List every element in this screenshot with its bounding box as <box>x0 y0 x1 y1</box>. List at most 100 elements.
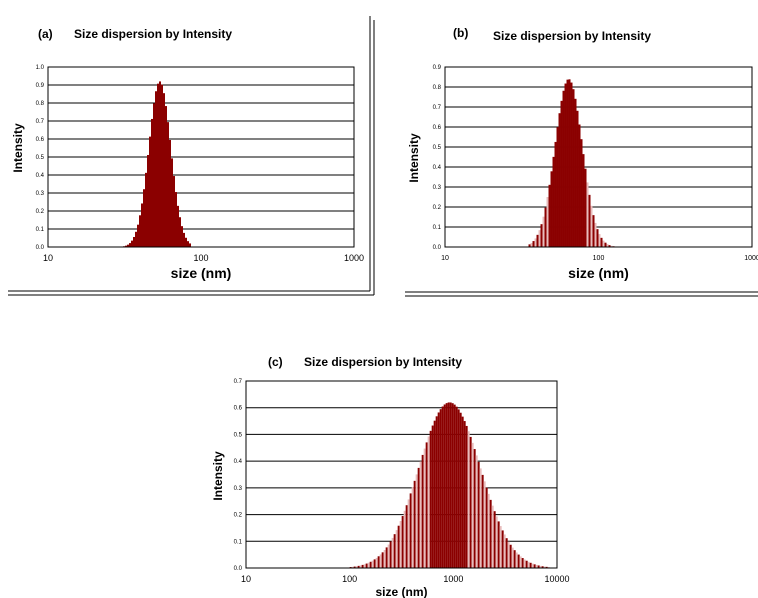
bar <box>144 172 147 247</box>
bar <box>453 404 456 568</box>
y-tick-label: 0.1 <box>234 539 243 545</box>
bar <box>463 421 466 568</box>
bar <box>148 136 151 247</box>
bar <box>521 558 524 568</box>
bar <box>586 182 589 247</box>
bar <box>580 139 583 247</box>
bar <box>166 122 169 247</box>
y-tick-label: 0.3 <box>234 486 243 492</box>
bar <box>353 566 356 568</box>
x-axis-label: size (nm) <box>568 265 629 281</box>
bar <box>152 103 155 248</box>
bar <box>541 566 544 568</box>
bar <box>606 244 609 247</box>
bar <box>389 541 392 568</box>
bar <box>429 430 432 568</box>
bar <box>421 454 424 568</box>
chart-title: Size dispersion by Intensity <box>493 29 651 43</box>
y-tick-label: 0.5 <box>234 432 243 438</box>
bar <box>457 409 460 568</box>
bar <box>401 516 404 568</box>
bar <box>568 79 571 247</box>
bar <box>554 141 557 247</box>
y-tick-label: 0.4 <box>36 173 45 179</box>
y-axis-label: Intensity <box>211 451 225 501</box>
bar <box>162 93 165 247</box>
y-tick-label: 0.1 <box>36 227 45 233</box>
bar <box>538 230 541 247</box>
x-tick-labels: 10 100 1000 <box>43 253 364 263</box>
bar <box>367 562 370 568</box>
bar <box>537 565 540 568</box>
bar <box>431 425 434 568</box>
bar <box>584 168 587 247</box>
bar <box>142 189 145 247</box>
y-tick-label: 0.2 <box>433 205 442 211</box>
bar <box>146 154 149 247</box>
x-tick-label: 100 <box>342 574 357 584</box>
bar <box>471 442 474 568</box>
x-tick-label: 1000 <box>443 574 463 584</box>
bar <box>558 113 561 247</box>
bar <box>529 562 532 568</box>
bar <box>443 404 446 568</box>
bar <box>556 127 559 247</box>
y-tick-labels: 0.0 0.1 0.2 0.3 0.4 0.5 0.6 0.7 0.8 0.9 <box>433 65 442 251</box>
bar <box>461 416 464 568</box>
bar <box>495 516 498 568</box>
bar <box>572 89 575 247</box>
bar <box>590 205 593 247</box>
bar <box>168 140 171 247</box>
panel-label: (c) <box>268 355 283 369</box>
bar <box>534 238 537 247</box>
y-tick-label: 0.0 <box>36 245 45 251</box>
bar <box>532 241 535 247</box>
bars <box>528 79 615 248</box>
x-axis-label: size (nm) <box>171 265 232 281</box>
bar <box>469 436 472 568</box>
bar <box>439 409 442 568</box>
bar <box>393 534 396 568</box>
bar <box>184 237 187 247</box>
y-tick-label: 0.9 <box>36 83 45 89</box>
bar <box>536 234 539 247</box>
bar <box>369 561 372 568</box>
chart-panel-a: (a) Size dispersion by Intensity 0.00.10… <box>11 27 364 281</box>
x-tick-label: 10 <box>43 253 53 263</box>
bar <box>405 505 408 568</box>
bar <box>481 474 484 568</box>
bars <box>122 81 191 248</box>
y-tick-label: 0.2 <box>36 209 45 215</box>
bar <box>511 547 514 568</box>
bar <box>525 560 528 568</box>
panel-label: (b) <box>453 26 468 40</box>
bar <box>160 84 163 247</box>
bar <box>473 449 476 568</box>
y-tick-label: 0.9 <box>433 65 442 71</box>
bar <box>158 81 161 247</box>
bar <box>530 242 533 247</box>
bar <box>363 564 366 568</box>
bar <box>351 566 354 568</box>
y-tick-label: 0.5 <box>433 145 442 151</box>
x-tick-label: 1000 <box>344 253 364 263</box>
x-tick-label: 10 <box>441 255 449 262</box>
y-tick-label: 0.6 <box>234 406 243 412</box>
y-axis-label: Intensity <box>407 133 421 183</box>
bar <box>423 448 426 568</box>
bar <box>379 554 382 568</box>
bar <box>182 232 185 247</box>
bar <box>417 467 420 568</box>
bar <box>564 83 567 248</box>
bar <box>403 510 406 568</box>
x-tick-labels: 10 100 1000 10000 <box>241 574 570 584</box>
bar <box>548 184 551 247</box>
panel-label: (a) <box>38 27 53 41</box>
bar <box>397 525 400 568</box>
bar <box>562 90 565 247</box>
bar <box>467 431 470 568</box>
bar <box>523 559 526 568</box>
bar <box>531 563 534 568</box>
bar <box>373 559 376 568</box>
